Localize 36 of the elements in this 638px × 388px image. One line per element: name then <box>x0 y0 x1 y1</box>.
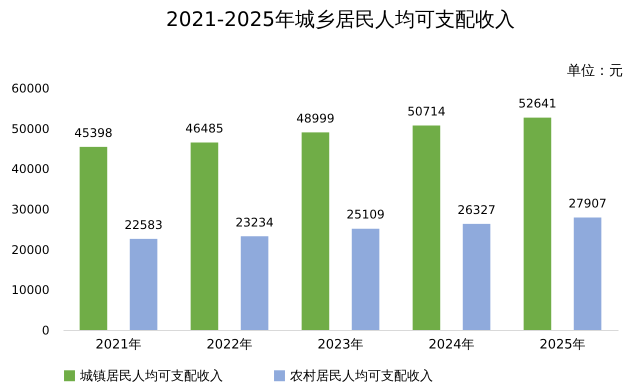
y-tick-label: 10000 <box>11 283 50 298</box>
y-tick-label: 60000 <box>11 82 50 96</box>
y-tick-label: 40000 <box>11 162 50 176</box>
data-label: 27907 <box>568 196 607 210</box>
y-tick-label: 0 <box>42 324 50 338</box>
x-tick-label: 2024年 <box>428 338 475 352</box>
bar <box>352 228 380 330</box>
y-tick-label: 50000 <box>11 122 50 136</box>
bar <box>412 125 440 330</box>
chart-title: 2021-2025年城乡居民人均可支配收入 <box>166 7 516 31</box>
legend-label: 农村居民人均可支配收入 <box>290 368 433 384</box>
x-tick-label: 2025年 <box>539 338 586 352</box>
data-label: 48999 <box>296 111 335 126</box>
bar <box>462 224 490 330</box>
bar <box>240 236 268 330</box>
x-tick-label: 2021年 <box>95 338 142 352</box>
data-label: 52641 <box>518 96 557 111</box>
legend-label: 城镇居民人均可支配收入 <box>79 368 223 384</box>
bar <box>302 132 330 330</box>
bar <box>574 217 602 330</box>
data-label: 23234 <box>235 215 274 230</box>
data-label: 46485 <box>185 122 224 136</box>
data-label: 50714 <box>407 104 446 118</box>
bar <box>524 118 552 330</box>
data-label: 45398 <box>74 126 113 140</box>
x-tick-label: 2022年 <box>206 338 253 352</box>
y-tick-label: 30000 <box>11 202 50 216</box>
y-tick-label: 20000 <box>11 242 50 257</box>
bar <box>190 142 218 330</box>
data-label: 22583 <box>124 218 163 232</box>
bar <box>130 238 158 330</box>
data-label: 25109 <box>346 208 385 222</box>
text: 单位：元 <box>567 63 623 79</box>
bar <box>80 146 108 330</box>
x-tick-label: 2023年 <box>317 338 364 352</box>
data-label: 26327 <box>457 202 496 217</box>
